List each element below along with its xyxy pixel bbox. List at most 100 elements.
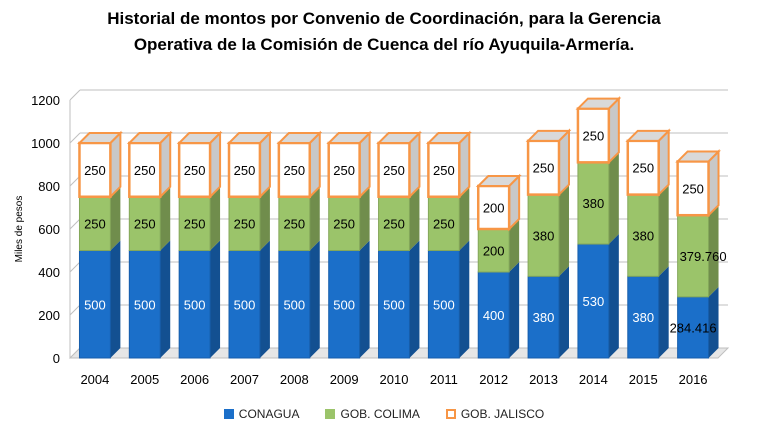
x-tick-label: 2009 — [330, 372, 359, 387]
data-label: 500 — [184, 297, 206, 312]
data-label: 250 — [632, 161, 654, 176]
bar-segment — [178, 250, 211, 359]
legend-label-gob-colima: GOB. COLIMA — [340, 407, 420, 421]
bar-side-0 — [708, 286, 719, 358]
bar-segment — [627, 275, 660, 359]
bar-side-1 — [210, 186, 221, 251]
gridline-side — [69, 261, 81, 273]
data-label: 250 — [234, 217, 256, 232]
legend-swatch-conagua — [223, 409, 234, 419]
legend-label-conagua: CONAGUA — [238, 407, 300, 421]
bar-top — [376, 132, 422, 144]
bar-segment — [477, 271, 510, 359]
legend-item-conagua: CONAGUA — [223, 407, 300, 421]
bar-side-1 — [160, 186, 171, 251]
bar-side-0 — [608, 234, 619, 358]
bar-side-0 — [110, 240, 121, 358]
x-tick-label: 2013 — [529, 372, 558, 387]
bar-side-1 — [359, 186, 370, 251]
bar-side-0 — [359, 240, 370, 358]
bar-segment — [278, 250, 311, 359]
bar-top — [625, 129, 672, 142]
bar-side-0 — [210, 240, 221, 358]
bar-side-0 — [509, 262, 520, 358]
data-label: 380 — [533, 310, 555, 325]
data-label: 400 — [483, 308, 505, 323]
chart-title-line-1: Historial de montos por Convenio de Coor… — [107, 9, 661, 28]
y-axis-label: Miles de pesos — [14, 196, 25, 263]
bar-segment — [677, 296, 710, 359]
legend-swatch-gob-colima — [325, 409, 336, 419]
data-label: 200 — [483, 201, 505, 216]
data-label: 250 — [682, 181, 704, 196]
bar-top — [77, 132, 123, 144]
bar-side-1 — [409, 186, 420, 251]
bar-side-0 — [459, 240, 470, 358]
y-tick-label: 1000 — [31, 136, 60, 151]
bar-top — [176, 132, 223, 144]
x-tick-label: 2012 — [479, 372, 508, 387]
x-tick-label: 2011 — [430, 372, 458, 387]
x-tick-label: 2015 — [629, 372, 658, 387]
gridline-side — [69, 304, 81, 316]
bar-top — [475, 175, 522, 187]
bar-side-1 — [110, 186, 121, 251]
x-tick-label: 2005 — [130, 372, 159, 387]
bar-segment — [328, 196, 361, 251]
bar-side-1 — [708, 205, 719, 297]
gridline-side — [69, 218, 81, 230]
data-label: 379.760 — [680, 249, 727, 264]
data-label: 250 — [433, 217, 455, 232]
data-label: 250 — [234, 163, 256, 178]
x-tick-label: 2008 — [280, 372, 309, 387]
data-label: 500 — [333, 297, 355, 312]
data-label: 250 — [583, 128, 605, 143]
y-tick-label: 800 — [38, 179, 60, 194]
gridline-side — [69, 89, 81, 101]
bar-segment — [228, 196, 261, 251]
data-label: 200 — [483, 244, 505, 259]
bar-side-1 — [608, 152, 619, 245]
data-label: 250 — [283, 163, 305, 178]
bar-segment — [128, 141, 162, 198]
bar-segment — [227, 141, 262, 198]
chart-title-line-2: Operativa de la Comisión de Cuenca del r… — [133, 35, 635, 54]
data-label: 500 — [84, 297, 106, 312]
data-label: 250 — [184, 217, 206, 232]
bar-side-0 — [658, 266, 669, 358]
legend-item-gob-jalisco: GOB. JALISCO — [445, 407, 545, 421]
x-tick-label: 2006 — [180, 372, 209, 387]
data-label: 250 — [184, 163, 206, 178]
legend-label-gob-jalisco: GOB. JALISCO — [460, 407, 545, 421]
bar-segment — [78, 196, 111, 251]
data-label: 250 — [533, 161, 555, 176]
bar-side-1 — [459, 186, 470, 251]
bar-segment — [228, 250, 261, 359]
bar-segment — [378, 250, 410, 359]
bar-top — [226, 132, 273, 144]
data-label: 250 — [283, 217, 305, 232]
bar-segment — [277, 141, 312, 198]
legend-swatch-gob-jalisco — [445, 409, 456, 419]
legend-item-gob-colima: GOB. COLIMA — [325, 407, 420, 421]
bar-segment — [328, 250, 361, 359]
bar-top — [326, 132, 373, 144]
y-tick-label: 400 — [38, 265, 60, 280]
bar-side-0 — [409, 240, 420, 358]
data-label: 250 — [134, 163, 156, 178]
bar-side-1 — [658, 184, 669, 277]
x-tick-label: 2007 — [230, 372, 259, 387]
bar-segment — [476, 184, 511, 231]
bar-side-0 — [160, 240, 171, 358]
data-label: 500 — [433, 297, 455, 312]
bar-side-0 — [259, 240, 270, 358]
data-label: 500 — [383, 297, 405, 312]
data-label: 250 — [333, 217, 355, 232]
data-label: 284.416 — [670, 320, 717, 335]
data-label: 500 — [234, 297, 256, 312]
data-label: 380 — [632, 228, 654, 243]
bar-segment — [527, 275, 560, 359]
y-tick-label: 1200 — [31, 93, 60, 108]
data-label: 380 — [583, 196, 605, 211]
data-label: 380 — [533, 228, 555, 243]
